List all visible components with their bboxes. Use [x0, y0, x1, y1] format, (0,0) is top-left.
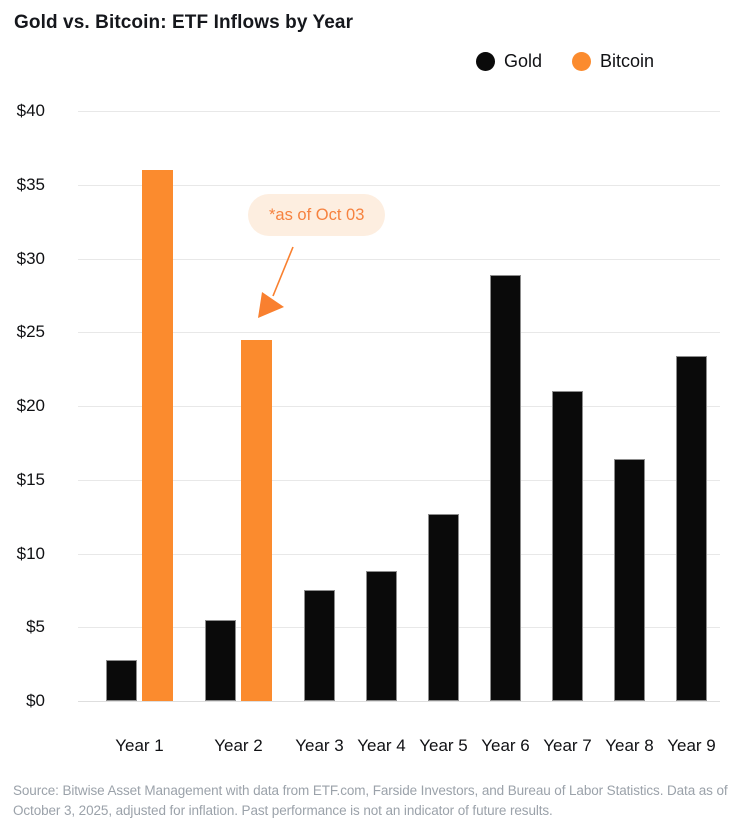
legend-item-bitcoin: Bitcoin [571, 51, 654, 72]
bar-gold-year-5 [428, 513, 459, 701]
x-axis-label: Year 4 [357, 736, 406, 755]
bar-gold-year-6 [490, 274, 521, 701]
gridline [78, 553, 720, 555]
bar-gold-year-4 [366, 571, 397, 701]
gridline [78, 184, 720, 186]
bar-gold-year-9 [676, 355, 707, 701]
bar-gold-year-3 [304, 590, 335, 701]
gridline [78, 406, 720, 407]
y-axis-label: $10 [16, 543, 45, 563]
x-axis-label: Year 7 [543, 736, 592, 755]
bar-bitcoin-year-2 [241, 339, 272, 701]
y-axis-label: $0 [26, 691, 45, 710]
bar-gold-year-2 [205, 619, 236, 701]
x-axis-label: Year 1 [115, 736, 164, 755]
annotation-callout: *as of Oct 03 [248, 194, 386, 236]
y-axis-label: $5 [26, 617, 45, 637]
gridline [78, 258, 720, 260]
bar-gold-year-7 [552, 391, 583, 701]
y-axis-label: $20 [16, 396, 45, 415]
gridline [78, 332, 720, 334]
legend-label-bitcoin: Bitcoin [599, 51, 654, 71]
y-axis-label: $30 [16, 248, 45, 268]
source-note: Source: Bitwise Asset Management with da… [13, 783, 728, 819]
bar-bitcoin-year-1 [142, 170, 173, 701]
bar-gold-year-8 [614, 459, 645, 701]
y-axis-label: $35 [16, 174, 45, 194]
legend-item-gold: Gold [475, 51, 542, 72]
legend-label-gold: Gold [503, 51, 542, 71]
x-axis-label: Year 5 [419, 736, 468, 755]
x-axis-label: Year 6 [481, 736, 530, 755]
y-axis-label: $25 [16, 322, 45, 342]
gridline [78, 479, 720, 481]
y-axis-label: $15 [16, 469, 45, 489]
legend: Gold Bitcoin [475, 51, 654, 72]
bar-gold-year-1 [106, 659, 137, 701]
bitcoin-legend-dot-icon [571, 52, 591, 71]
y-axis-label: $40 [16, 101, 45, 120]
x-axis-label: Year 9 [667, 736, 716, 755]
x-axis-label: Year 8 [605, 736, 654, 755]
chart-title: Gold vs. Bitcoin: ETF Inflows by Year [14, 12, 354, 33]
gridline [78, 627, 720, 629]
gridline [78, 111, 720, 112]
x-axis-label: Year 3 [295, 736, 344, 755]
gold-legend-dot-icon [475, 52, 495, 71]
x-axis-label: Year 2 [214, 736, 263, 755]
gridline [78, 701, 720, 702]
